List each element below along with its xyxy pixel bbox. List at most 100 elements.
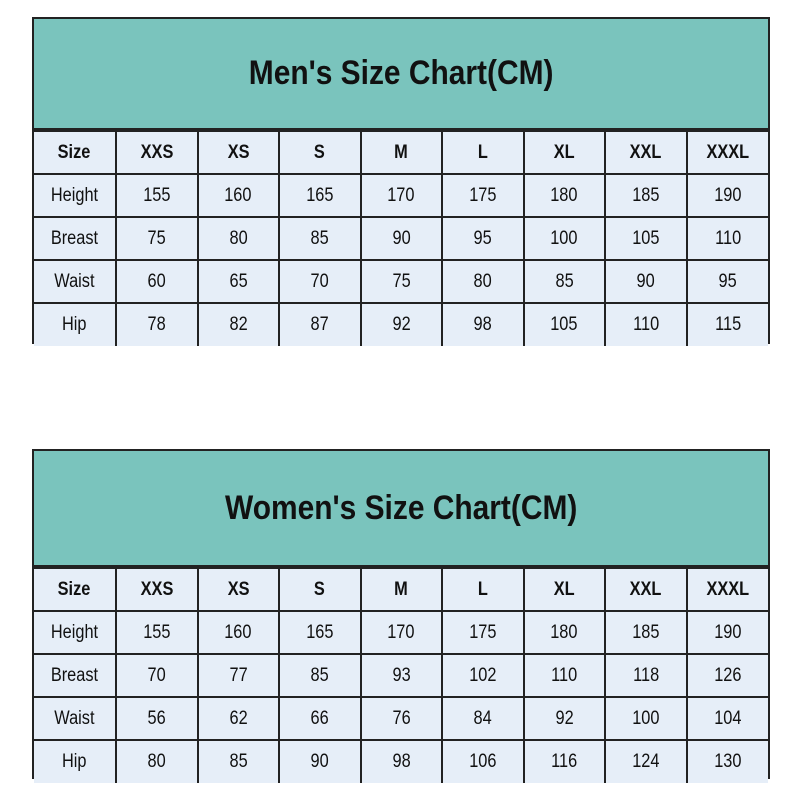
cell-text: 115	[714, 314, 741, 335]
table-cell: 66	[278, 696, 362, 741]
cell-text: Waist	[54, 270, 95, 292]
cell-text: 155	[143, 621, 171, 643]
row-label-cell: Height	[34, 610, 117, 655]
cell-text: 85	[555, 270, 574, 292]
cell-text: 185	[632, 184, 660, 206]
header-cell-text: XL	[553, 141, 575, 163]
cell-text: Breast	[50, 664, 99, 686]
cell-text: 56	[147, 707, 166, 729]
cell-text: 110	[714, 227, 741, 249]
cell-text: 62	[229, 707, 248, 729]
header-cell: S	[278, 130, 362, 175]
cell-text: 100	[550, 227, 578, 249]
table-cell: 95	[685, 259, 768, 304]
cell-text: 80	[473, 270, 492, 292]
table-row: Height 155 160 165 170 175 180 185 190	[34, 173, 768, 218]
table-cell: 62	[196, 696, 280, 741]
cell-text: Hip	[62, 314, 87, 335]
cell-text: 85	[310, 664, 329, 686]
table-cell: 155	[115, 610, 199, 655]
table-cell: 80	[115, 739, 199, 783]
table-cell: 126	[685, 653, 768, 698]
table-cell: 82	[196, 302, 280, 346]
cell-text: 175	[469, 184, 497, 206]
cell-text: 85	[310, 227, 329, 249]
table-cell: 116	[522, 739, 606, 783]
table-cell: 185	[604, 173, 688, 218]
header-cell-text: S	[314, 578, 326, 600]
header-cell: S	[278, 567, 362, 612]
header-cell-size: Size	[34, 130, 117, 175]
header-cell: XL	[522, 567, 606, 612]
cell-text: 190	[714, 184, 742, 206]
cell-text: 80	[147, 751, 166, 772]
cell-text: 98	[392, 751, 411, 772]
cell-text: 80	[229, 227, 248, 249]
cell-text: Breast	[50, 227, 99, 249]
cell-text: 105	[550, 314, 578, 335]
table-cell: 165	[278, 610, 362, 655]
header-cell: XXL	[604, 567, 688, 612]
table-cell: 56	[115, 696, 199, 741]
cell-text: 124	[632, 751, 660, 772]
header-cell: XXXL	[685, 130, 768, 175]
cell-text: 180	[550, 184, 578, 206]
cell-text: 104	[714, 707, 742, 729]
table-cell: 175	[441, 610, 525, 655]
header-cell-text: XXXL	[706, 578, 750, 600]
table-cell: 85	[278, 216, 362, 261]
cell-text: 87	[310, 314, 329, 335]
cell-text: 75	[392, 270, 411, 292]
table-cell: 100	[522, 216, 606, 261]
cell-text: 170	[387, 184, 415, 206]
cell-text: 95	[718, 270, 737, 292]
table-row: Breast 75 80 85 90 95 100 105 110	[34, 216, 768, 261]
cell-text: Hip	[62, 751, 87, 772]
table-cell: 155	[115, 173, 199, 218]
cell-text: 98	[473, 314, 492, 335]
header-cell: XXXL	[685, 567, 768, 612]
row-label-cell: Waist	[34, 696, 117, 741]
cell-text: 126	[714, 664, 742, 686]
womens-size-table: Size XXS XS S M L XL XXL XXXL Height 155 160 165 170 1…	[34, 567, 768, 783]
header-cell-text: L	[477, 141, 488, 163]
cell-text: 170	[387, 621, 415, 643]
table-cell: 76	[359, 696, 443, 741]
table-cell: 190	[685, 173, 768, 218]
cell-text: 70	[310, 270, 329, 292]
cell-text: Waist	[54, 707, 95, 729]
header-cell: XS	[196, 567, 280, 612]
table-cell: 130	[685, 739, 768, 783]
cell-text: 175	[469, 621, 497, 643]
header-cell-text: Size	[58, 578, 91, 600]
cell-text: 185	[632, 621, 660, 643]
header-cell: XXS	[115, 130, 199, 175]
table-cell: 106	[441, 739, 525, 783]
table-cell: 100	[604, 696, 688, 741]
cell-text: 75	[147, 227, 166, 249]
cell-text: 77	[229, 664, 248, 686]
row-label-cell: Hip	[34, 302, 117, 346]
cell-text: 70	[147, 664, 166, 686]
womens-chart-title: Women's Size Chart(CM)	[34, 451, 768, 567]
row-label-cell: Height	[34, 173, 117, 218]
cell-text: 82	[229, 314, 248, 335]
table-cell: 110	[604, 302, 688, 346]
table-cell: 92	[522, 696, 606, 741]
cell-text: 105	[632, 227, 660, 249]
header-cell-text: S	[314, 141, 326, 163]
header-cell-text: M	[394, 578, 409, 600]
table-cell: 85	[278, 653, 362, 698]
table-row: Breast 70 77 85 93 102 110 118 126	[34, 653, 768, 698]
table-cell: 98	[359, 739, 443, 783]
table-cell: 175	[441, 173, 525, 218]
table-cell: 165	[278, 173, 362, 218]
table-cell: 105	[604, 216, 688, 261]
cell-text: 160	[224, 621, 252, 643]
header-cell-text: XL	[553, 578, 575, 600]
table-cell: 65	[196, 259, 280, 304]
mens-chart-title: Men's Size Chart(CM)	[34, 19, 768, 130]
table-cell: 80	[441, 259, 525, 304]
cell-text: 76	[392, 707, 411, 729]
table-cell: 115	[685, 302, 768, 346]
